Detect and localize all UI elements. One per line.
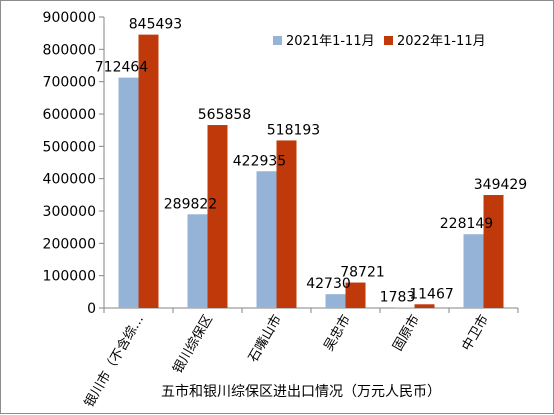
category-label: 固原市 [390, 312, 423, 354]
legend-swatch [384, 36, 393, 45]
bar-2021-1 [187, 214, 208, 308]
data-label: 565858 [198, 107, 251, 123]
bar-2022-4 [414, 304, 435, 308]
data-label: 518193 [267, 122, 320, 138]
data-label: 289822 [164, 196, 217, 212]
legend-label: 2022年1-11月 [397, 34, 486, 49]
bar-2022-2 [276, 140, 297, 308]
bar-2021-3 [325, 294, 346, 308]
y-tick-label: 100000 [43, 269, 96, 285]
category-label: 银川综保区 [170, 313, 215, 377]
y-tick-label: 400000 [43, 172, 96, 188]
x-axis-title: 五市和银川综保区进出口情况（万元人民币） [161, 383, 441, 400]
data-label: 1783 [380, 289, 416, 305]
data-labels: 712464 845493 289822 565858 422935 518193 4273… [95, 17, 527, 306]
category-label: 银川市（不含综… [81, 312, 147, 410]
bar-2022-5 [483, 195, 504, 308]
bar-2021-0 [118, 77, 139, 308]
data-label: 422935 [233, 153, 286, 169]
bar-2021-4 [394, 307, 415, 308]
category-label: 吴忠市 [321, 312, 354, 354]
y-tick-label: 900000 [43, 10, 96, 26]
bars [118, 34, 504, 308]
legend: 2021年1-11月 2022年1-11月 [273, 34, 486, 49]
data-label: 78721 [340, 265, 385, 281]
y-tick-label: 500000 [43, 139, 96, 155]
y-tick-label: 0 [87, 301, 96, 317]
bar-2021-5 [463, 234, 484, 308]
category-label: 中卫市 [459, 312, 492, 354]
axes: 0 100000 200000 300000 400000 500000 600000 700… [43, 10, 519, 317]
data-label: 712464 [95, 60, 149, 76]
bar-2022-3 [345, 282, 366, 308]
bar-2021-2 [256, 171, 277, 308]
data-label: 349429 [474, 177, 527, 193]
bar-2022-1 [207, 125, 228, 308]
legend-swatch [273, 36, 282, 45]
bar-2022-0 [138, 34, 159, 308]
legend-label: 2021年1-11月 [286, 34, 375, 49]
y-tick-label: 800000 [43, 42, 96, 58]
data-label: 845493 [129, 17, 182, 33]
y-tick-label: 300000 [43, 204, 96, 220]
category-label: 石嘴山市 [245, 312, 285, 365]
y-tick-label: 600000 [43, 107, 96, 123]
data-label: 42730 [306, 276, 351, 292]
y-tick-label: 700000 [43, 75, 96, 91]
data-label: 11467 [409, 286, 454, 302]
data-label: 228149 [440, 216, 493, 232]
y-tick-label: 200000 [43, 236, 96, 252]
